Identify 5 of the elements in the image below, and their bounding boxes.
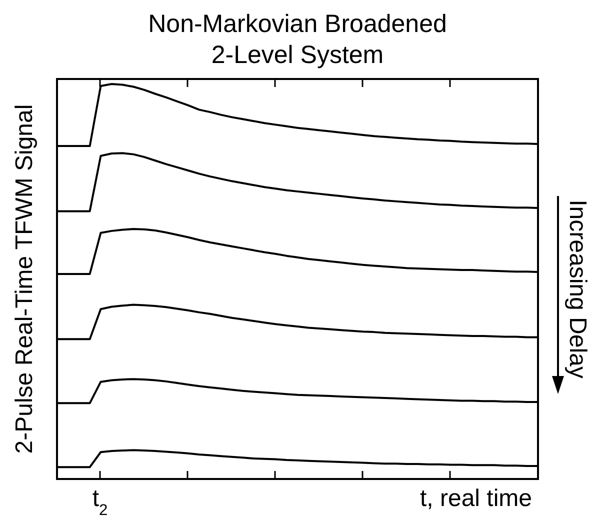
y-axis-title: 2-Pulse Real-Time TFWM Signal (11, 104, 38, 454)
text: Increasing Delay (564, 200, 591, 378)
x-axis-title: t, real time (420, 485, 532, 512)
text: t$_{2}$ (92, 485, 108, 518)
chart-title: Non-Markovian Broadened 2-Level System (148, 10, 447, 69)
